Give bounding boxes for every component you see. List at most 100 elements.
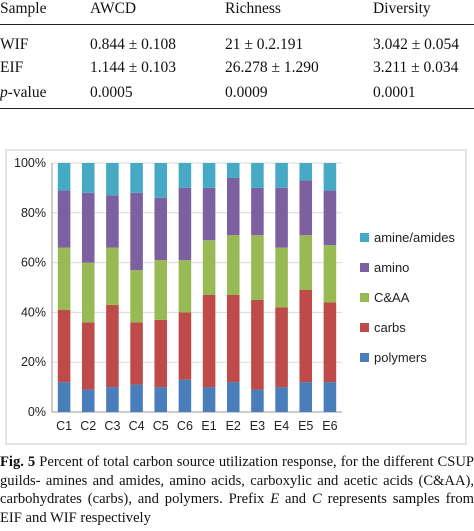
bar-segment	[323, 245, 337, 303]
bar-segment	[154, 163, 168, 198]
table-row-eif: EIF 1.144 ± 0.103 26.278 ± 1.290 3.211 ±…	[0, 57, 474, 79]
bar-segment	[275, 387, 288, 412]
legend-label: carbs	[374, 320, 406, 335]
bar-segment	[130, 192, 143, 271]
stacked-bar-chart: 0% 20% 40% 60% 80% 100% C1 C2 C3 C4 C5 C6 E1 E2 E3 E4 E…	[5, 149, 467, 445]
x-tick-label: C4	[129, 419, 145, 433]
bar-segment	[202, 240, 216, 295]
bar-segment	[202, 163, 216, 188]
bar-segment	[130, 163, 143, 193]
bar-segment	[299, 382, 313, 412]
cell-awcd: 0.844 ± 0.108	[90, 36, 177, 53]
bar-segment	[154, 197, 168, 261]
bar-segment	[323, 190, 337, 246]
bar-segment	[130, 384, 143, 412]
bar-segment	[226, 294, 240, 383]
x-tick-label: E5	[298, 419, 313, 433]
legend-swatch	[360, 263, 369, 272]
cell-richness: 26.278 ± 1.290	[225, 59, 319, 76]
cell-awcd: 1.144 ± 0.103	[90, 59, 177, 76]
x-tick-label: C1	[56, 419, 72, 433]
legend-swatch	[360, 293, 369, 302]
caption-end: represents samples from EIF and WIF resp…	[0, 491, 474, 526]
y-tick-label: 100%	[14, 156, 46, 170]
bar-segment	[323, 163, 337, 191]
cell-diversity: 3.042 ± 0.054	[373, 36, 460, 53]
bar-segment	[130, 322, 143, 385]
x-tick-label: E4	[274, 419, 289, 433]
bar-segment	[226, 382, 240, 412]
x-tick-label: C2	[80, 419, 96, 433]
legend-swatch	[360, 353, 369, 362]
pvalue-rest: -value	[7, 84, 47, 101]
table-header-row: Sample AWCD Richness Diversity	[0, 0, 474, 20]
gridlines	[51, 162, 342, 413]
bar-segment	[106, 195, 119, 248]
caption-prefix-c: C	[312, 491, 322, 507]
bar-segment	[154, 260, 168, 320]
cell-sample: EIF	[0, 59, 24, 76]
pvalue-p: p	[0, 84, 8, 101]
bar-segment	[154, 319, 168, 388]
header-sample: Sample	[0, 0, 47, 17]
bar-segment	[323, 302, 337, 383]
bar-segment	[57, 190, 71, 248]
legend-label: C&AA	[374, 290, 410, 305]
header-diversity: Diversity	[373, 0, 431, 17]
header-richness: Richness	[225, 0, 281, 17]
bar-segment	[81, 322, 95, 390]
cell-richness: 21 ± 0.2.191	[225, 36, 304, 53]
bar-segment	[57, 163, 71, 191]
bar-segment	[81, 192, 95, 263]
bar-segment	[106, 304, 119, 388]
cell-pvalue-richness: 0.0009	[225, 84, 268, 101]
legend-label: amino	[374, 260, 409, 275]
bar-segment	[81, 389, 95, 412]
bar-segment	[251, 389, 264, 412]
bar-segment	[57, 382, 71, 412]
bar-segment	[251, 235, 264, 300]
bar-segment	[154, 387, 168, 412]
bar-segment	[275, 307, 288, 388]
legend-label: polymers	[374, 350, 427, 365]
y-axis-ticks: 0% 20% 40% 60% 80% 100%	[14, 156, 46, 419]
bar-segment	[226, 163, 240, 178]
bar-segment	[275, 187, 288, 248]
header-awcd: AWCD	[90, 0, 137, 17]
bar-segment	[130, 270, 143, 323]
bar-segment	[178, 379, 192, 412]
bar-segment	[251, 187, 264, 236]
bar-segment	[251, 163, 264, 188]
bar-segment	[178, 163, 192, 188]
table-row-pvalue: p-value 0.0005 0.0009 0.0001	[0, 82, 474, 104]
cell-pvalue-diversity: 0.0001	[373, 84, 416, 101]
caption-label: Fig. 5	[0, 454, 36, 470]
caption-prefix-e: E	[270, 491, 280, 507]
table-header-rule	[0, 24, 474, 25]
bar-segment	[106, 247, 119, 305]
bar-segment	[57, 309, 71, 383]
y-tick-label: 60%	[21, 256, 46, 270]
bar-segment	[106, 163, 119, 196]
x-tick-label: E6	[322, 419, 337, 433]
bar-segment	[178, 260, 192, 313]
legend-swatch	[360, 233, 369, 242]
bar-segment	[106, 387, 119, 412]
figure-caption: Fig. 5 Percent of total carbon source ut…	[0, 453, 474, 527]
x-tick-label: C3	[104, 419, 120, 433]
x-tick-label: C5	[153, 419, 169, 433]
x-tick-label: E2	[226, 419, 241, 433]
y-tick-label: 80%	[21, 206, 46, 220]
legend-swatch	[360, 323, 369, 332]
bar-segment	[299, 180, 313, 236]
bar-segment	[202, 387, 216, 412]
cell-sample: WIF	[0, 36, 29, 53]
caption-and: and	[285, 491, 307, 507]
bars	[57, 163, 337, 412]
bar-segment	[81, 262, 95, 323]
table-bottom-rule	[0, 108, 474, 109]
x-tick-label: E1	[201, 419, 216, 433]
y-tick-label: 0%	[28, 405, 46, 419]
bar-segment	[275, 247, 288, 308]
bar-segment	[178, 187, 192, 261]
